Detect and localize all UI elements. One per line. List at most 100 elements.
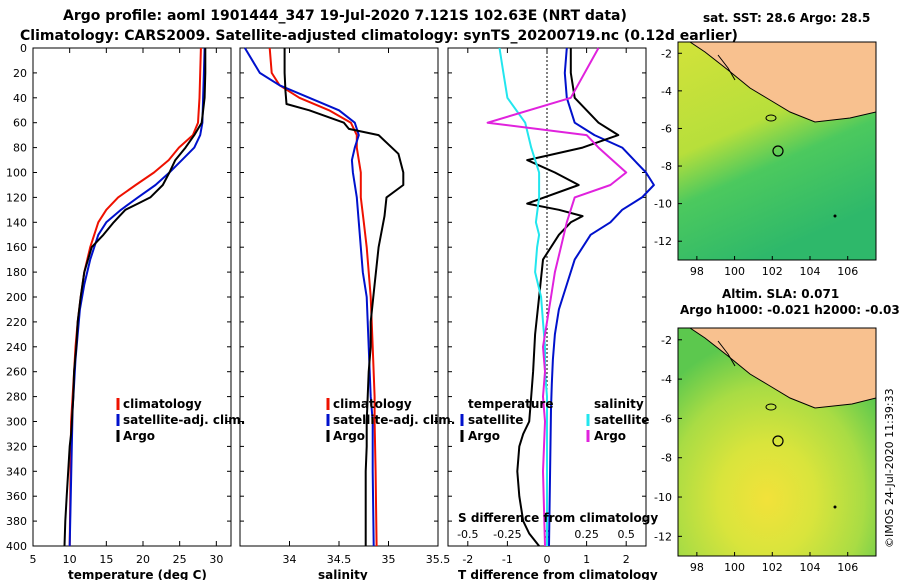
tick-layer: 0204060801001201401601802002202402602803… <box>6 42 646 566</box>
series-argo <box>283 48 405 546</box>
top-tick-label: -0.5 <box>457 528 478 541</box>
sla-map <box>678 328 876 556</box>
x-tick-label: 1 <box>583 553 590 566</box>
map-lat-label: -12 <box>654 235 672 248</box>
x-tick-label: -1 <box>502 553 513 566</box>
depth-tick-label: 80 <box>13 142 27 155</box>
salinity-axes <box>239 47 439 547</box>
temperature-legend: climatology satellite-adj. clim. Argo <box>116 397 245 443</box>
x-tick-label: 20 <box>136 553 150 566</box>
argo-float-marker <box>772 145 784 157</box>
legend-label-climatology: climatology <box>123 397 202 411</box>
x-tick-label: 34.5 <box>327 553 352 566</box>
legend-label-t-satellite: satellite <box>468 413 523 427</box>
x-tick-label: 35.5 <box>426 553 451 566</box>
sst-map <box>678 42 876 260</box>
sla-map-ticks: 98 100 102 104 106 -2 -4 -6 -8 -10 -12 <box>654 334 858 574</box>
legend-title-temperature: temperature <box>468 397 553 411</box>
legend-label-satellite: satellite-adj. clim. <box>333 413 455 427</box>
x-tick-label: 34 <box>283 553 297 566</box>
salinity-legend: climatology satellite-adj. clim. Argo <box>326 397 455 443</box>
depth-tick-label: 20 <box>13 67 27 80</box>
depth-tick-label: 0 <box>20 42 27 55</box>
salinity-axis-label: salinity <box>318 568 368 580</box>
map-lat-label: -6 <box>661 412 672 425</box>
depth-tick-label: 60 <box>13 117 27 130</box>
map-lon-label: 102 <box>762 265 783 278</box>
map-lon-label: 98 <box>690 265 704 278</box>
legend-label-argo: Argo <box>123 429 155 443</box>
depth-tick-label: 160 <box>6 241 27 254</box>
map-lon-label: 106 <box>837 561 858 574</box>
island-enggano <box>765 403 777 411</box>
map-lon-label: 102 <box>762 561 783 574</box>
map-lon-label: 104 <box>800 265 821 278</box>
series-argo <box>63 48 207 547</box>
depth-tick-label: 240 <box>6 341 27 354</box>
map-lon-label: 100 <box>724 265 745 278</box>
legend-label-climatology: climatology <box>333 397 412 411</box>
depth-tick-label: 360 <box>6 490 27 503</box>
map-lat-label: -8 <box>661 160 672 173</box>
legend-label-s-satellite: satellite <box>594 413 649 427</box>
series-temperature-argo <box>516 48 620 547</box>
map-lon-label: 106 <box>837 265 858 278</box>
copyright-stamp: ©IMOS 24-Jul-2020 11:39:33 <box>883 388 896 548</box>
map-lat-label: -2 <box>661 47 672 60</box>
island-christmas <box>833 214 837 218</box>
coastline-islands <box>717 340 736 367</box>
x-tick-label: 25 <box>173 553 187 566</box>
x-tick-label: 30 <box>209 553 223 566</box>
sst-map-ticks: 98 100 102 104 106 -2 -4 -6 -8 -10 -12 <box>654 47 858 278</box>
map-lat-label: -10 <box>654 491 672 504</box>
sla-map-title-1: Altim. SLA: 0.071 <box>722 287 839 301</box>
map-lon-label: 104 <box>800 561 821 574</box>
title-line-2: Climatology: CARS2009. Satellite-adjuste… <box>20 28 738 44</box>
legend-title-salinity: salinity <box>594 397 644 411</box>
profile-lines <box>63 47 655 547</box>
depth-tick-label: 40 <box>13 92 27 105</box>
land-sumatra-java <box>678 42 876 123</box>
depth-tick-label: 120 <box>6 191 27 204</box>
map-lat-label: -10 <box>654 198 672 211</box>
coastline-islands <box>717 54 736 81</box>
depth-tick-label: 260 <box>6 366 27 379</box>
temperature-axis-label: temperature (deg C) <box>68 568 207 580</box>
top-tick-label: 0.25 <box>574 528 599 541</box>
x-tick-label: 15 <box>99 553 113 566</box>
series-salinity-argo <box>486 47 628 547</box>
temperature-axes <box>32 47 232 547</box>
sst-map-frame <box>677 41 877 261</box>
depth-tick-label: 340 <box>6 465 27 478</box>
top-tick-label: 0.5 <box>617 528 635 541</box>
depth-tick-label: 100 <box>6 167 27 180</box>
depth-tick-label: 320 <box>6 440 27 453</box>
legend-label-t-argo: Argo <box>468 429 500 443</box>
series-climatology <box>268 47 378 547</box>
legend-label-argo: Argo <box>333 429 365 443</box>
map-lon-label: 100 <box>724 561 745 574</box>
legend-label-s-argo: Argo <box>594 429 626 443</box>
map-lat-label: -6 <box>661 122 672 135</box>
map-lat-label: -8 <box>661 452 672 465</box>
land-sumatra-java <box>678 328 876 409</box>
depth-tick-label: 280 <box>6 391 27 404</box>
difference-axis-label: T difference from climatology <box>458 568 658 580</box>
x-tick-label: 10 <box>63 553 77 566</box>
x-tick-label: 35 <box>382 553 396 566</box>
salinity-difference-axis-label: S difference from climatology <box>458 511 658 525</box>
difference-legend: temperature satellite Argo salinity sate… <box>460 397 649 443</box>
top-tick-label: -0.25 <box>493 528 521 541</box>
legend-label-satellite: satellite-adj. clim. <box>123 413 245 427</box>
series-satellite-adj-clim- <box>244 47 375 547</box>
map-lat-label: -4 <box>661 373 672 386</box>
x-tick-label: -2 <box>462 553 473 566</box>
sst-map-title: sat. SST: 28.6 Argo: 28.5 <box>703 11 870 25</box>
depth-tick-label: 380 <box>6 515 27 528</box>
map-lat-label: -12 <box>654 530 672 543</box>
map-lat-label: -4 <box>661 85 672 98</box>
depth-tick-label: 220 <box>6 316 27 329</box>
series-temperature-satellite <box>548 47 655 547</box>
depth-tick-label: 400 <box>6 540 27 553</box>
